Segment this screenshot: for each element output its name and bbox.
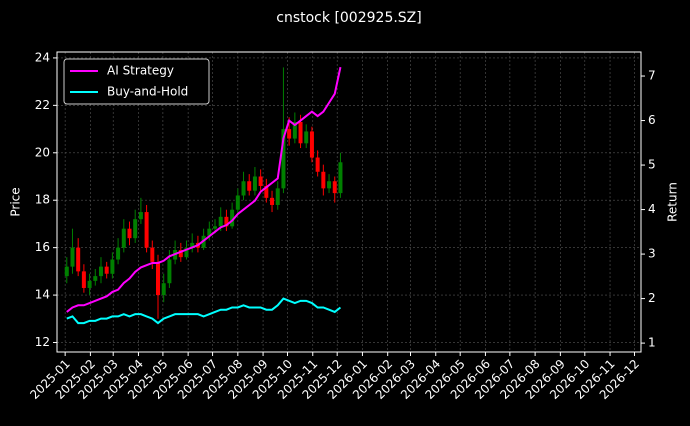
candle-body — [327, 181, 332, 189]
y2-tick-label: 7 — [648, 69, 656, 83]
candle-body — [133, 219, 138, 239]
candle-body — [275, 188, 280, 205]
candle-body — [87, 280, 92, 288]
y-axis-label: Price — [9, 187, 23, 216]
y-tick-label: 14 — [35, 288, 50, 302]
y2-tick-label: 2 — [648, 291, 656, 305]
y-tick-label: 16 — [35, 240, 50, 254]
candle-body — [224, 216, 229, 227]
candle-body — [207, 228, 212, 236]
candle-body — [98, 266, 103, 277]
candle-body — [247, 181, 252, 191]
candle-body — [161, 283, 166, 296]
candle-body — [304, 131, 309, 144]
candle-body — [121, 228, 126, 248]
candle-body — [241, 181, 246, 196]
candle-body — [338, 162, 343, 194]
candle-body — [270, 197, 275, 205]
candle-body — [190, 242, 195, 248]
candle-body — [235, 195, 240, 210]
candle-body — [213, 226, 218, 229]
candle-body — [281, 129, 286, 189]
candle-body — [332, 181, 337, 194]
candle-body — [76, 247, 81, 272]
plot-frame — [56, 51, 642, 353]
candle-body — [178, 250, 183, 258]
y2-axis-label: Return — [666, 182, 680, 222]
candle-body — [70, 247, 75, 267]
candle-body — [321, 171, 326, 189]
y2-tick-label: 4 — [648, 202, 656, 216]
legend-label: AI Strategy — [107, 64, 174, 78]
candle-body — [264, 185, 269, 198]
candle-body — [104, 266, 109, 274]
candle-body — [155, 261, 160, 296]
candle-body — [144, 212, 149, 248]
legend-label: Buy-and-Hold — [107, 85, 188, 99]
series-line — [66, 297, 342, 325]
candle-body — [116, 247, 121, 260]
candle-body — [309, 131, 314, 158]
candle-body — [315, 157, 320, 172]
candle-body — [252, 176, 257, 191]
candle-body — [292, 121, 297, 139]
candle-body — [287, 129, 292, 139]
y2-tick-label: 1 — [648, 336, 656, 350]
candle-body — [64, 266, 69, 277]
candle-body — [167, 259, 172, 284]
candle-body — [93, 276, 98, 281]
y-tick-label: 12 — [35, 335, 50, 349]
chart-title: cnstock [002925.SZ] — [276, 10, 421, 26]
candle-body — [218, 216, 223, 227]
candle-body — [150, 247, 155, 262]
y-tick-label: 22 — [35, 98, 50, 112]
candle-body — [184, 247, 189, 258]
y2-tick-label: 6 — [648, 113, 656, 127]
y2-tick-label: 5 — [648, 158, 656, 172]
y2-tick-label: 3 — [648, 247, 656, 261]
candle-body — [138, 212, 143, 220]
candle-body — [298, 121, 303, 144]
candle-body — [258, 176, 263, 186]
candle-body — [127, 228, 132, 239]
y-tick-label: 24 — [35, 50, 50, 64]
candle-body — [230, 209, 235, 227]
series-line — [66, 66, 342, 313]
y-tick-label: 20 — [35, 145, 50, 159]
legend-box — [63, 58, 210, 105]
candle-body — [110, 259, 115, 274]
y-tick-label: 18 — [35, 193, 50, 207]
candle-body — [81, 271, 86, 288]
